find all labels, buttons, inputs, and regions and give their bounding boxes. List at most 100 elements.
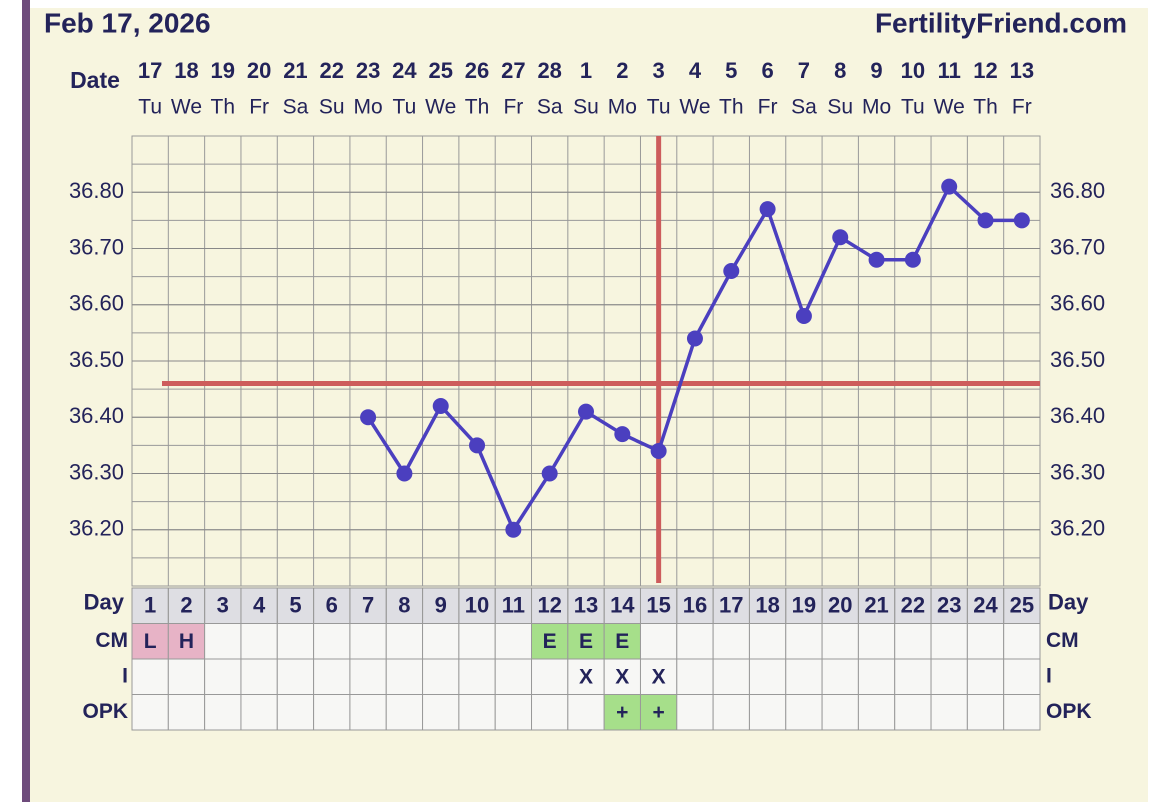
row-cell bbox=[494, 694, 533, 731]
row-cell bbox=[494, 658, 533, 695]
temperature-point bbox=[868, 251, 885, 268]
row-cell bbox=[676, 694, 714, 731]
row-cell bbox=[422, 658, 460, 695]
row-cell bbox=[422, 623, 460, 660]
row-cell bbox=[276, 623, 315, 660]
row-cell bbox=[785, 658, 823, 695]
y-tick-label-right: 36.60 bbox=[1050, 291, 1105, 316]
date-label: 11 bbox=[938, 58, 961, 83]
cell-value: E bbox=[543, 630, 557, 653]
row-cell bbox=[748, 623, 787, 660]
date-label: 21 bbox=[283, 58, 307, 83]
weekday-label: Fr bbox=[1012, 96, 1032, 119]
cell-value: L bbox=[144, 630, 157, 653]
weekday-label: Su bbox=[319, 96, 345, 119]
row-cell bbox=[676, 623, 714, 660]
date-label: 3 bbox=[653, 58, 665, 83]
row-cell bbox=[422, 694, 460, 731]
temperature-point bbox=[1013, 212, 1030, 229]
day-number: 6 bbox=[326, 593, 338, 618]
cell-value: X bbox=[615, 665, 629, 688]
row-cell bbox=[894, 694, 932, 731]
weekday-label: Sa bbox=[283, 96, 309, 119]
date-label: 27 bbox=[501, 58, 525, 83]
weekday-label: Th bbox=[973, 96, 998, 119]
row-cell bbox=[385, 694, 424, 731]
weekday-label: Th bbox=[465, 96, 490, 119]
row-cell bbox=[785, 623, 823, 660]
row-cell bbox=[639, 623, 678, 660]
temperature-point bbox=[578, 403, 594, 420]
weekday-label: Fr bbox=[758, 96, 778, 119]
day-number: 4 bbox=[253, 593, 266, 618]
row-cell bbox=[531, 694, 569, 731]
day-number: 7 bbox=[362, 593, 374, 618]
date-label: 22 bbox=[320, 58, 344, 83]
row-label: OPK bbox=[82, 700, 128, 723]
row-cell bbox=[167, 694, 206, 731]
temperature-point bbox=[360, 409, 377, 426]
date-label: 24 bbox=[392, 58, 417, 83]
row-label-right: I bbox=[1046, 664, 1052, 687]
temperature-point bbox=[795, 308, 812, 324]
row-cell bbox=[785, 694, 823, 731]
y-tick-label: 36.50 bbox=[69, 347, 124, 372]
date-label: 25 bbox=[428, 58, 452, 83]
temperature-point bbox=[614, 426, 631, 443]
row-cell bbox=[531, 658, 569, 695]
date-label: 20 bbox=[247, 58, 271, 83]
row-cell bbox=[240, 658, 278, 695]
row-label: CM bbox=[95, 629, 128, 652]
date-label: Date bbox=[70, 67, 120, 93]
day-number: 2 bbox=[180, 593, 192, 618]
row-cell bbox=[567, 658, 605, 695]
y-tick-label: 36.80 bbox=[69, 178, 124, 203]
day-number: 12 bbox=[537, 593, 561, 618]
row-label-right: OPK bbox=[1046, 700, 1092, 723]
chart-title: Feb 17, 2026 bbox=[44, 7, 211, 38]
row-cell bbox=[676, 658, 714, 695]
y-tick-label-right: 36.70 bbox=[1050, 234, 1105, 259]
day-number: 5 bbox=[289, 593, 301, 618]
weekday-label: Th bbox=[719, 96, 744, 119]
day-number: 13 bbox=[574, 593, 598, 618]
row-cell bbox=[930, 694, 968, 731]
day-number: 24 bbox=[973, 593, 998, 618]
day-number: 3 bbox=[217, 593, 229, 618]
day-number: 17 bbox=[719, 593, 743, 618]
row-label: I bbox=[122, 664, 128, 687]
row-cell bbox=[385, 623, 424, 660]
day-number: 25 bbox=[1010, 593, 1034, 618]
row-cell bbox=[458, 658, 496, 695]
date-label: 28 bbox=[537, 58, 561, 83]
y-tick-label: 36.20 bbox=[69, 516, 124, 541]
y-tick-label-right: 36.50 bbox=[1050, 347, 1105, 372]
weekday-label: Sa bbox=[791, 96, 817, 119]
weekday-label: Tu bbox=[647, 96, 671, 119]
cell-value: E bbox=[579, 630, 593, 653]
row-cell bbox=[385, 658, 424, 695]
row-cell bbox=[966, 623, 1005, 660]
row-cell bbox=[167, 623, 206, 660]
weekday-label: Mo bbox=[862, 96, 891, 119]
day-number: 20 bbox=[828, 593, 852, 618]
y-tick-label: 36.30 bbox=[69, 459, 124, 484]
row-cell bbox=[857, 623, 896, 660]
cell-value: X bbox=[652, 665, 666, 688]
date-label: 13 bbox=[1010, 58, 1034, 83]
day-number: 18 bbox=[755, 593, 779, 618]
row-cell bbox=[567, 694, 605, 731]
row-cell bbox=[930, 658, 968, 695]
weekday-label: We bbox=[425, 96, 456, 119]
temperature-point bbox=[396, 465, 413, 482]
weekday-label: Th bbox=[211, 96, 236, 119]
site-name: FertilityFriend.com bbox=[875, 7, 1127, 38]
weekday-label: We bbox=[934, 96, 965, 119]
row-cell bbox=[857, 658, 896, 695]
date-label: 4 bbox=[689, 58, 702, 83]
row-cell bbox=[349, 694, 387, 731]
row-cell bbox=[204, 623, 242, 660]
weekday-label: Tu bbox=[393, 96, 417, 119]
row-cell bbox=[240, 694, 278, 731]
